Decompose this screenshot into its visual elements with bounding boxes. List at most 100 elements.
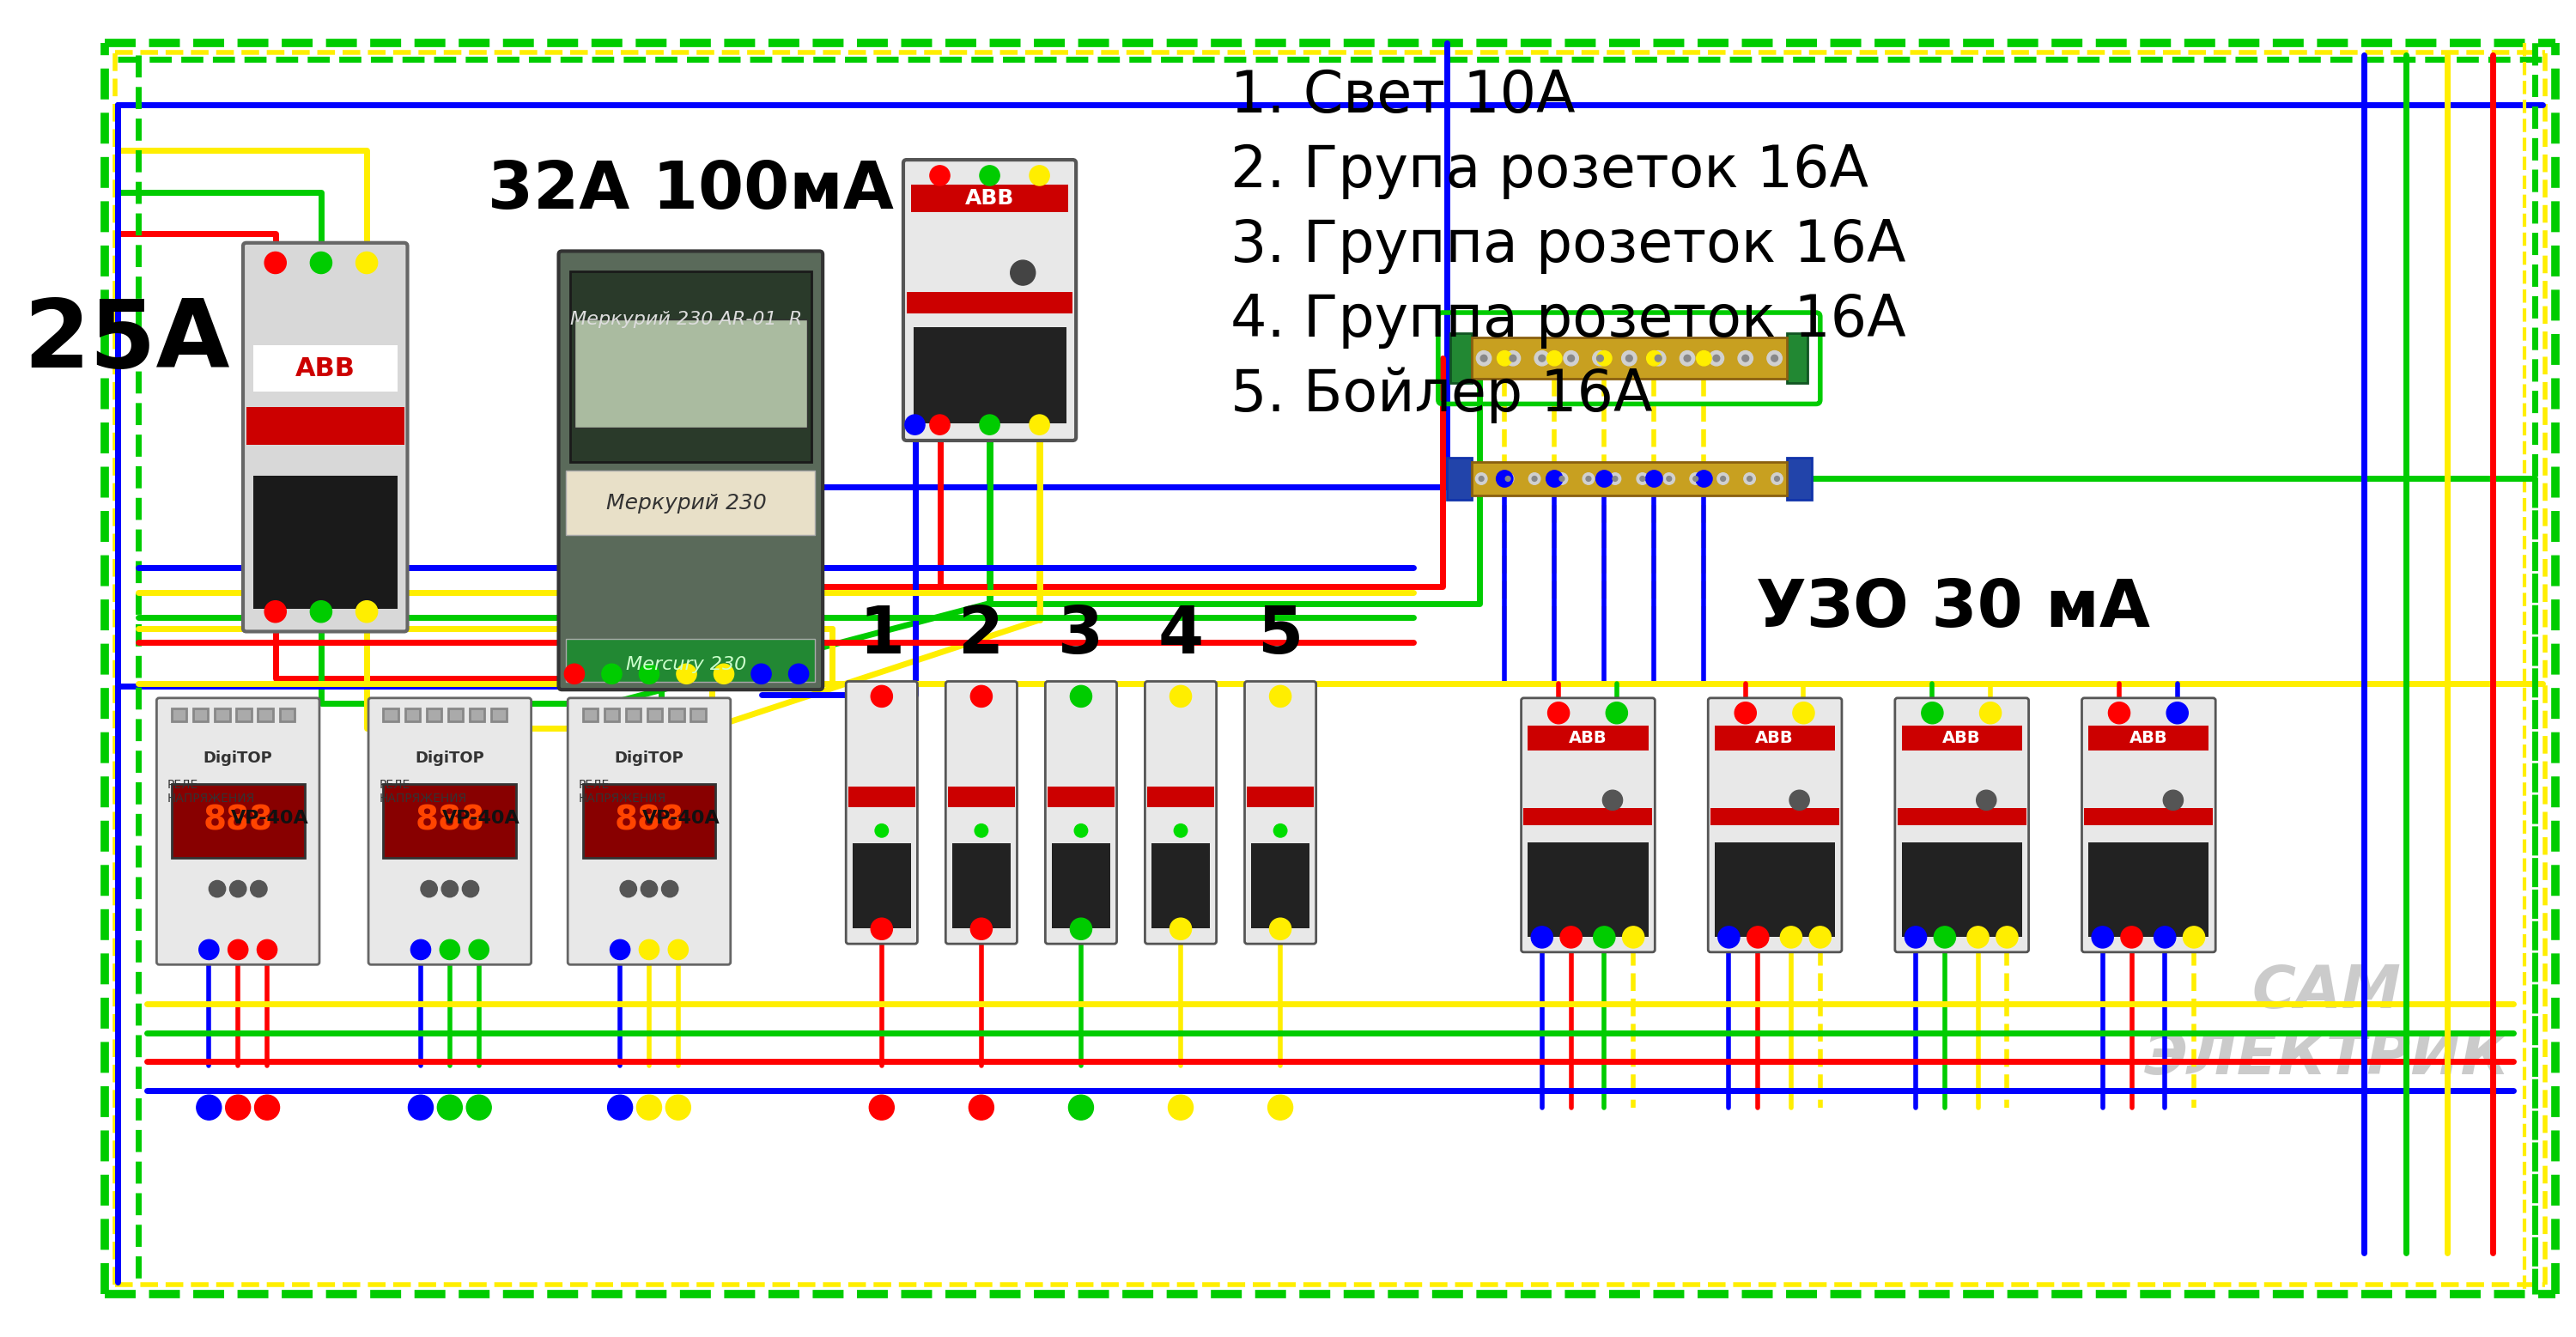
Circle shape [466, 1095, 492, 1120]
Bar [953, 844, 1010, 928]
Circle shape [1535, 350, 1548, 366]
Circle shape [1747, 927, 1770, 948]
Bar [247, 406, 404, 445]
Circle shape [979, 414, 999, 435]
Circle shape [1069, 919, 1092, 940]
Circle shape [1602, 790, 1623, 810]
Bar [848, 787, 914, 808]
Circle shape [974, 824, 989, 837]
Text: РЕЛЕ
НАПРЯЖЕНИЯ: РЕЛЕ НАПРЯЖЕНИЯ [167, 779, 255, 805]
Circle shape [752, 664, 770, 683]
Circle shape [255, 1095, 281, 1120]
Circle shape [662, 881, 677, 897]
FancyBboxPatch shape [904, 159, 1077, 440]
Bar [384, 709, 399, 721]
Circle shape [1510, 354, 1517, 361]
Circle shape [1504, 350, 1520, 366]
Circle shape [1790, 790, 1808, 810]
Circle shape [1718, 927, 1739, 948]
Circle shape [309, 600, 332, 623]
Circle shape [1175, 824, 1188, 837]
Text: Mercury 230: Mercury 230 [626, 656, 747, 674]
Circle shape [1685, 354, 1690, 361]
Text: VP-40A: VP-40A [641, 810, 719, 826]
Bar [1528, 842, 1649, 937]
Circle shape [309, 251, 332, 274]
Circle shape [355, 600, 379, 623]
Circle shape [1504, 476, 1510, 481]
Circle shape [930, 414, 951, 435]
Circle shape [1030, 414, 1048, 435]
Circle shape [265, 251, 286, 274]
FancyBboxPatch shape [945, 682, 1018, 944]
Circle shape [636, 1095, 662, 1120]
Circle shape [667, 940, 688, 960]
Circle shape [1680, 350, 1695, 366]
Circle shape [1695, 471, 1713, 487]
Text: Меркурий 230 АR-01  R: Меркурий 230 АR-01 R [569, 310, 804, 328]
Circle shape [1904, 927, 1927, 948]
Bar [912, 185, 1069, 213]
Bar [193, 709, 209, 721]
Bar [1051, 844, 1110, 928]
Circle shape [1170, 686, 1193, 707]
Text: 3: 3 [1059, 604, 1105, 667]
Circle shape [440, 940, 459, 960]
Circle shape [250, 881, 268, 897]
Circle shape [611, 940, 631, 960]
Circle shape [1646, 471, 1662, 487]
Circle shape [1564, 350, 1579, 366]
Circle shape [440, 881, 459, 897]
Bar [448, 709, 464, 721]
Bar [258, 709, 273, 721]
Bar [2089, 842, 2208, 937]
Circle shape [1636, 473, 1649, 484]
Circle shape [1981, 702, 2002, 723]
Circle shape [1546, 471, 1564, 487]
Text: 4. Группа розеток 16А: 4. Группа розеток 16А [1231, 291, 1906, 349]
Circle shape [979, 166, 999, 186]
Bar [237, 709, 252, 721]
Bar [1151, 844, 1211, 928]
Circle shape [677, 664, 696, 683]
Text: УЗО 30 мА: УЗО 30 мА [1757, 578, 2151, 640]
Bar [1471, 463, 1788, 495]
Circle shape [2120, 927, 2143, 948]
Bar [853, 844, 912, 928]
Circle shape [1976, 790, 1996, 810]
Circle shape [714, 664, 734, 683]
Circle shape [1497, 350, 1512, 366]
Circle shape [1270, 919, 1291, 940]
Text: 32А 100мА: 32А 100мА [487, 159, 894, 222]
Bar [1716, 726, 1834, 750]
Circle shape [1582, 473, 1595, 484]
Circle shape [1968, 927, 1989, 948]
Circle shape [1744, 473, 1754, 484]
Circle shape [2154, 927, 2177, 948]
Bar [252, 345, 397, 392]
Circle shape [1667, 476, 1672, 481]
Circle shape [1664, 473, 1674, 484]
Text: ABB: ABB [1754, 730, 1793, 746]
Circle shape [1010, 261, 1036, 285]
Circle shape [1692, 476, 1698, 481]
Circle shape [665, 1095, 690, 1120]
Bar [469, 709, 484, 721]
Bar [173, 785, 304, 857]
Bar [567, 639, 814, 682]
Text: 5. Бойлер 16А: 5. Бойлер 16А [1231, 366, 1654, 424]
Circle shape [1721, 476, 1726, 481]
Circle shape [1641, 476, 1646, 481]
Bar [1522, 808, 1651, 825]
Circle shape [608, 1095, 634, 1120]
Circle shape [1597, 350, 1613, 366]
Circle shape [438, 1095, 461, 1120]
FancyBboxPatch shape [567, 698, 732, 964]
Circle shape [1808, 927, 1832, 948]
Bar [690, 709, 706, 721]
Circle shape [258, 940, 278, 960]
Circle shape [265, 600, 286, 623]
Bar [2089, 726, 2208, 750]
Bar [914, 328, 1066, 424]
FancyBboxPatch shape [845, 682, 917, 944]
